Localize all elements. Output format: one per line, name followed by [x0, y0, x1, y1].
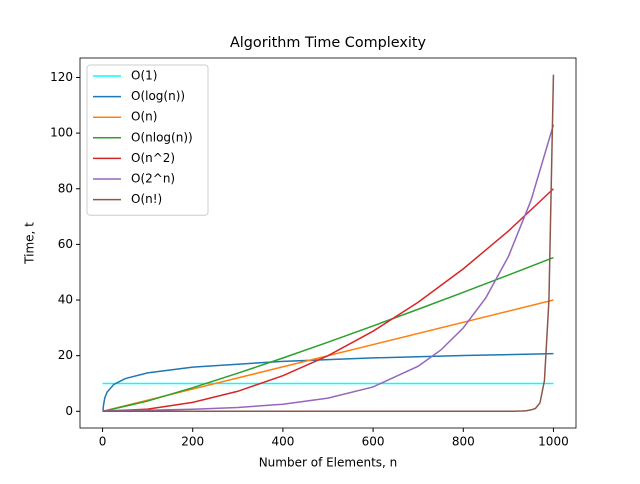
legend-label: O(n^2) — [131, 151, 175, 165]
line — [102, 256, 554, 413]
legend-box — [86, 64, 209, 216]
x-tick-label: 1000 — [538, 435, 569, 449]
y-axis-label: Time, t — [23, 222, 37, 265]
line — [102, 188, 554, 413]
y-tick-label: 20 — [58, 348, 73, 362]
y-tick-label: 100 — [50, 126, 73, 140]
legend-label: O(n) — [131, 110, 157, 124]
axes-frame — [79, 57, 577, 429]
x-tick-label: 600 — [362, 435, 385, 449]
y-tick-label: 60 — [58, 237, 73, 251]
x-tick-label: 200 — [181, 435, 204, 449]
chart-title: Algorithm Time Complexity — [230, 35, 427, 51]
y-tick-label: 40 — [58, 293, 73, 307]
legend-label: O(log(n)) — [131, 89, 185, 103]
legend-label: O(1) — [131, 69, 157, 83]
legend-label: O(2^n) — [131, 172, 175, 186]
legend-label: O(n!) — [131, 192, 162, 206]
x-tick-label: 0 — [99, 435, 107, 449]
y-tick-label: 80 — [58, 181, 73, 195]
line — [102, 124, 555, 412]
legend-label: O(nlog(n)) — [131, 130, 193, 144]
x-tick-label: 400 — [271, 435, 294, 449]
y-tick-label: 0 — [65, 404, 73, 418]
x-tick-label: 800 — [452, 435, 475, 449]
line — [102, 352, 554, 412]
line — [102, 74, 555, 413]
x-axis-label: Number of Elements, n — [259, 456, 398, 470]
y-tick-label: 120 — [50, 70, 73, 84]
